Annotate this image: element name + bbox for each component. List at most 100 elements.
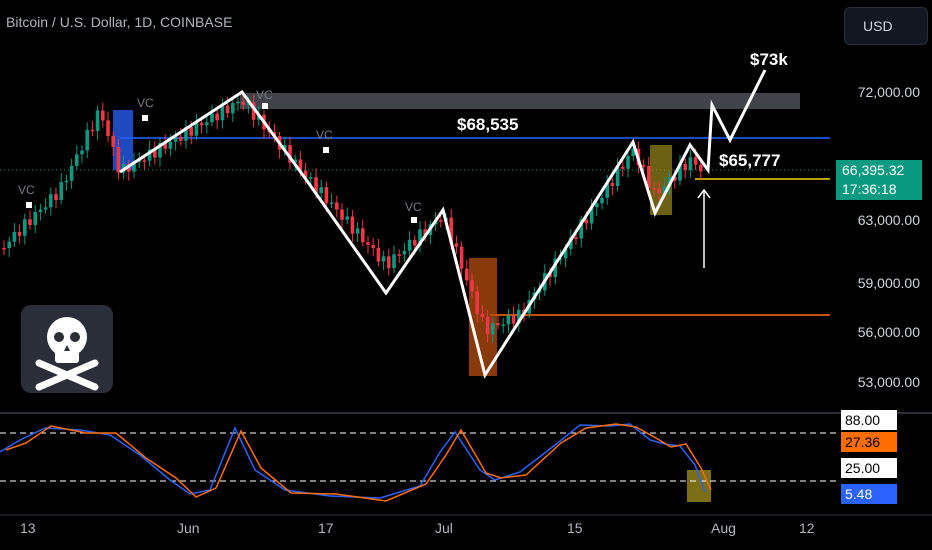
candle-body (303, 170, 308, 178)
candle-body (475, 291, 479, 314)
candle-body (309, 177, 313, 179)
candle-body (33, 211, 37, 226)
candle-body (371, 244, 375, 248)
candle-body (579, 219, 583, 239)
candle-body (231, 103, 235, 114)
candle-body (173, 136, 178, 142)
candle-body (163, 143, 167, 149)
candle-body (168, 141, 173, 149)
candle-body (220, 105, 225, 121)
candle-body (465, 268, 469, 281)
candle-body (324, 187, 329, 204)
vc-marker (142, 115, 148, 121)
candle-body (517, 309, 521, 324)
candle-body (381, 256, 386, 262)
candle-body (459, 246, 464, 269)
time-axis-label: Jul (435, 520, 453, 536)
candle-body (610, 182, 615, 187)
candle-body (376, 247, 381, 262)
candle-body (605, 182, 609, 198)
candle-body (387, 256, 391, 269)
candle-body (657, 188, 661, 193)
candle-body (335, 202, 339, 210)
candle-body (439, 220, 443, 222)
candle-body (288, 145, 292, 163)
candle-body (116, 147, 121, 173)
candle-body (132, 161, 136, 172)
candle-body (402, 250, 407, 255)
blue-highlight-box (113, 110, 133, 170)
candle-body (491, 323, 495, 335)
candle-body (621, 166, 625, 169)
candle-body (314, 177, 318, 193)
orange-highlight-box (469, 258, 497, 376)
candle-body (251, 102, 256, 120)
price-axis-label: 59,000.00 (857, 275, 920, 291)
candle-body (179, 136, 183, 141)
candle-body (293, 159, 297, 163)
time-axis-label: 12 (799, 520, 815, 536)
candle-body (23, 219, 27, 236)
candle-body (69, 165, 74, 181)
resistance-annotation: $68,535 (457, 115, 519, 134)
candle-body (631, 148, 635, 156)
candle-body (688, 157, 693, 170)
candle-body (205, 122, 209, 126)
candle-body (683, 164, 687, 170)
zigzag-pattern-line (119, 69, 767, 379)
vc-label: VC (256, 88, 273, 102)
candle-body (153, 149, 157, 158)
candle-body (574, 237, 578, 240)
candle-body (225, 105, 230, 114)
candle-body (678, 164, 682, 181)
chart-title[interactable]: Bitcoin / U.S. Dollar, 1D, COINBASE (6, 14, 233, 30)
time-axis-label: 17 (318, 520, 334, 536)
time-axis-label: 13 (20, 520, 36, 536)
price-axis-label: 63,000.00 (857, 212, 920, 228)
candle-body (215, 113, 219, 121)
price-axis-label: 72,000.00 (857, 84, 920, 100)
vc-label: VC (316, 128, 333, 142)
candle-body (470, 280, 474, 292)
candle-body (28, 219, 32, 226)
candle-body (17, 231, 22, 236)
candle-body (407, 239, 412, 251)
candle-body (189, 127, 193, 136)
candle-body (423, 229, 427, 235)
candle-body (64, 180, 69, 183)
osc-lower-label: 25.00 (841, 458, 897, 478)
currency-button[interactable]: USD (844, 7, 928, 45)
candle-body (355, 228, 360, 234)
candle-body (329, 202, 334, 204)
candle-body (194, 122, 199, 136)
candle-body (673, 176, 677, 181)
candle-body (345, 216, 349, 220)
osc-d-label: 27.36 (841, 432, 897, 452)
vc-marker (262, 103, 268, 109)
candle-body (85, 129, 89, 151)
target-annotation: $73k (750, 50, 788, 69)
skull-crossbones-icon (21, 305, 113, 393)
support-annotation: $65,777 (719, 151, 781, 170)
candle-body (418, 229, 422, 246)
candle-body (80, 150, 84, 155)
candle-body (449, 217, 453, 244)
time-axis-label: Aug (711, 520, 736, 536)
candle-body (54, 194, 58, 200)
candle-body (350, 216, 355, 234)
candle-body (283, 145, 287, 150)
candle-body (563, 248, 568, 259)
candle-body (199, 122, 204, 126)
candle-body (584, 219, 589, 224)
candle-body (90, 129, 95, 132)
candle-body (595, 203, 599, 208)
vc-label: VC (137, 96, 154, 110)
candle-body (496, 323, 500, 326)
candle-body (615, 166, 620, 187)
price-axis-label: 53,000.00 (857, 374, 920, 390)
candle-body (626, 155, 630, 169)
candle-body (366, 242, 370, 245)
candle-body (236, 101, 240, 104)
candle-body (158, 143, 162, 158)
